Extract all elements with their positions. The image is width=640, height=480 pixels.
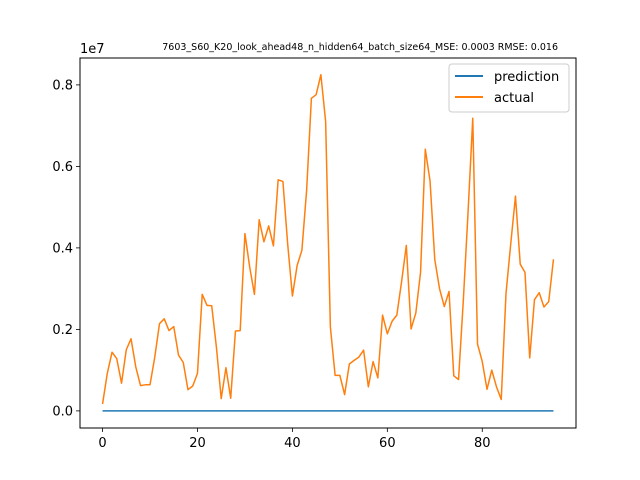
x-axis-ticks: 0 20 40 60 80 xyxy=(98,428,491,451)
y-axis-ticks: 0.0 0.2 0.4 0.6 0.8 xyxy=(52,78,80,419)
x-tick-label: 60 xyxy=(379,436,396,451)
y-tick-label: 0.8 xyxy=(52,78,73,93)
x-tick-label: 20 xyxy=(189,436,206,451)
series-line-actual xyxy=(101,73,555,405)
x-tick-label: 80 xyxy=(474,436,491,451)
y-tick-label: 0.0 xyxy=(52,404,73,419)
y-tick-label: 0.4 xyxy=(52,241,73,256)
legend: prediction actual xyxy=(448,63,570,113)
y-offset-label: 1e7 xyxy=(80,42,105,57)
series-lines xyxy=(101,73,555,412)
legend-label-prediction: prediction xyxy=(494,70,559,85)
y-tick-label: 0.6 xyxy=(52,160,73,175)
legend-label-actual: actual xyxy=(494,91,534,106)
y-tick-label: 0.2 xyxy=(52,323,73,338)
plot-frame xyxy=(79,57,577,429)
x-tick-label: 0 xyxy=(98,436,106,451)
chart-title: 7603_S60_K20_look_ahead48_n_hidden64_bat… xyxy=(162,42,558,53)
x-tick-label: 40 xyxy=(284,436,301,451)
